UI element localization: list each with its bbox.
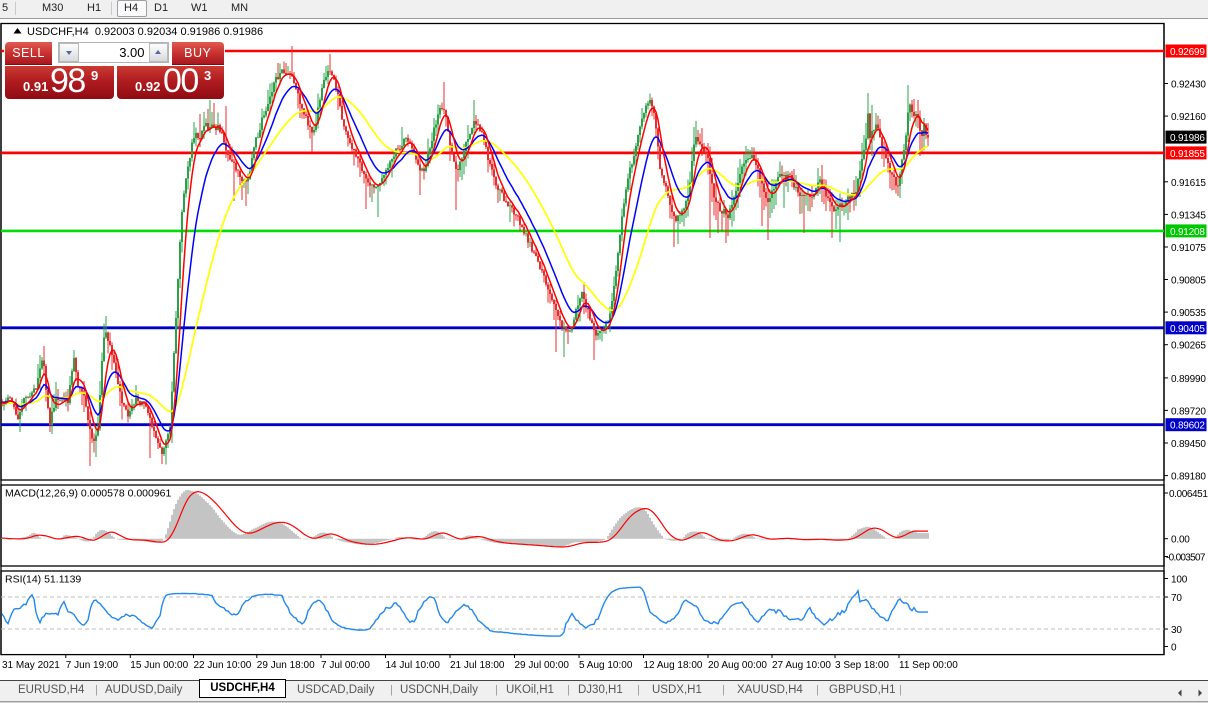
svg-text:0.90265: 0.90265 — [1171, 341, 1206, 352]
svg-text:0.89450: 0.89450 — [1171, 439, 1206, 450]
svg-text:14 Jul 10:00: 14 Jul 10:00 — [386, 660, 441, 671]
svg-text:22 Jun 10:00: 22 Jun 10:00 — [194, 660, 252, 671]
svg-text:0.89990: 0.89990 — [1171, 374, 1206, 385]
svg-text:0.91208: 0.91208 — [1170, 227, 1205, 238]
svg-text:0.92430: 0.92430 — [1171, 80, 1206, 91]
svg-text:30: 30 — [1171, 625, 1182, 636]
svg-text:0.00: 0.00 — [1171, 535, 1190, 546]
svg-text:0.89602: 0.89602 — [1170, 421, 1205, 432]
svg-text:USDCHF,H4 0.92003 0.92034 0.9: USDCHF,H4 0.92003 0.92034 0.91986 0.9198… — [27, 26, 263, 38]
svg-text:RSI(14) 51.1139: RSI(14) 51.1139 — [5, 574, 81, 586]
svg-text:7 Jun 19:00: 7 Jun 19:00 — [66, 660, 119, 671]
svg-text:12 Aug 18:00: 12 Aug 18:00 — [644, 660, 703, 671]
svg-text:0.90405: 0.90405 — [1170, 324, 1205, 335]
svg-text:11 Sep 00:00: 11 Sep 00:00 — [899, 660, 958, 671]
svg-text:MACD(12,26,9) 0.000578 0.00096: MACD(12,26,9) 0.000578 0.000961 — [5, 488, 172, 500]
svg-text:-0.003507: -0.003507 — [1166, 553, 1206, 564]
svg-text:27 Aug 10:00: 27 Aug 10:00 — [772, 660, 831, 671]
svg-text:15 Jun 00:00: 15 Jun 00:00 — [130, 660, 188, 671]
svg-text:21 Jul 18:00: 21 Jul 18:00 — [450, 660, 505, 671]
svg-text:20 Aug 00:00: 20 Aug 00:00 — [708, 660, 767, 671]
svg-text:5 Aug 10:00: 5 Aug 10:00 — [579, 660, 633, 671]
svg-text:0: 0 — [1171, 643, 1177, 654]
svg-text:31 May 2021: 31 May 2021 — [2, 660, 60, 671]
svg-text:70: 70 — [1171, 593, 1182, 604]
svg-text:0.91075: 0.91075 — [1171, 243, 1206, 254]
svg-text:0.90535: 0.90535 — [1171, 308, 1206, 319]
svg-text:3 Sep 18:00: 3 Sep 18:00 — [835, 660, 889, 671]
svg-text:0.91615: 0.91615 — [1171, 178, 1206, 189]
svg-text:0.89720: 0.89720 — [1171, 406, 1206, 417]
svg-text:0.92160: 0.92160 — [1171, 112, 1206, 123]
svg-text:0.90805: 0.90805 — [1171, 276, 1206, 287]
svg-text:0.91345: 0.91345 — [1171, 210, 1206, 221]
svg-text:0.006451: 0.006451 — [1169, 489, 1208, 500]
svg-text:29 Jun 18:00: 29 Jun 18:00 — [257, 660, 315, 671]
svg-text:29 Jul 00:00: 29 Jul 00:00 — [515, 660, 570, 671]
svg-text:0.89180: 0.89180 — [1171, 472, 1206, 483]
svg-text:0.91986: 0.91986 — [1170, 133, 1205, 144]
svg-text:0.92699: 0.92699 — [1170, 47, 1205, 58]
svg-text:100: 100 — [1171, 575, 1188, 586]
svg-text:0.91855: 0.91855 — [1170, 149, 1205, 160]
svg-text:7 Jul 00:00: 7 Jul 00:00 — [321, 660, 370, 671]
